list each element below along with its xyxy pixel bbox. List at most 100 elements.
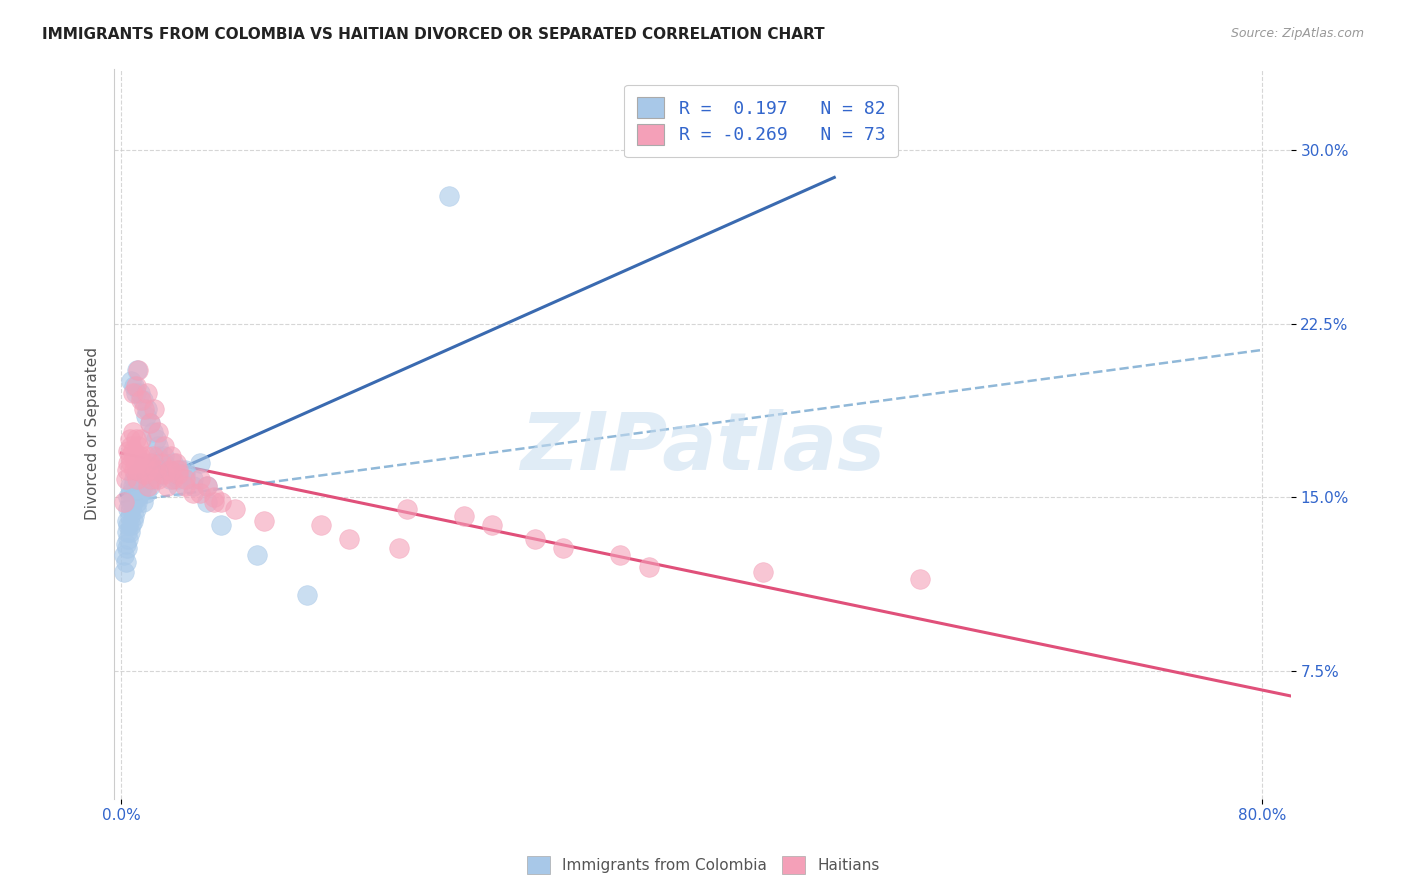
Point: [153, 456, 176, 470]
Point: [246, 549, 269, 563]
Point: [174, 467, 197, 482]
Point: [139, 416, 162, 430]
Point: [181, 479, 204, 493]
Point: [128, 386, 150, 401]
Point: [124, 386, 146, 401]
Point: [112, 549, 135, 563]
Point: [209, 495, 232, 509]
Point: [120, 502, 142, 516]
Point: [112, 495, 135, 509]
Point: [388, 541, 411, 556]
Point: [129, 479, 152, 493]
Point: [156, 479, 179, 493]
Point: [146, 462, 169, 476]
Point: [134, 467, 156, 482]
Point: [117, 532, 139, 546]
Point: [125, 449, 148, 463]
Point: [125, 472, 148, 486]
Point: [131, 392, 153, 407]
Point: [124, 433, 146, 447]
Point: [202, 491, 225, 505]
Point: [136, 386, 159, 401]
Point: [160, 462, 183, 476]
Point: [202, 495, 225, 509]
Point: [117, 444, 139, 458]
Point: [162, 472, 184, 486]
Point: [131, 479, 153, 493]
Point: [128, 467, 150, 482]
Point: [395, 502, 418, 516]
Point: [159, 462, 181, 476]
Point: [134, 472, 156, 486]
Point: [295, 588, 318, 602]
Point: [170, 462, 193, 476]
Point: [167, 462, 190, 476]
Legend: Immigrants from Colombia, Haitians: Immigrants from Colombia, Haitians: [520, 850, 886, 880]
Point: [125, 363, 148, 377]
Point: [159, 472, 181, 486]
Point: [120, 456, 142, 470]
Point: [139, 416, 162, 430]
Point: [553, 541, 575, 556]
Point: [118, 433, 141, 447]
Point: [153, 439, 176, 453]
Point: [142, 425, 165, 440]
Point: [114, 555, 136, 569]
Point: [439, 189, 461, 203]
Point: [209, 518, 232, 533]
Point: [124, 467, 146, 482]
Point: [135, 485, 157, 500]
Point: [253, 514, 276, 528]
Point: [117, 518, 139, 533]
Point: [142, 456, 165, 470]
Point: [121, 514, 143, 528]
Point: [127, 491, 149, 505]
Point: [162, 456, 184, 470]
Point: [142, 449, 165, 463]
Point: [150, 467, 173, 482]
Point: [148, 472, 170, 486]
Point: [523, 532, 546, 546]
Point: [124, 379, 146, 393]
Legend: R =  0.197   N = 82, R = -0.269   N = 73: R = 0.197 N = 82, R = -0.269 N = 73: [624, 85, 898, 157]
Point: [114, 472, 136, 486]
Point: [115, 541, 138, 556]
Point: [115, 462, 138, 476]
Point: [167, 467, 190, 482]
Point: [148, 425, 170, 440]
Point: [339, 532, 361, 546]
Y-axis label: Divorced or Separated: Divorced or Separated: [86, 347, 100, 520]
Point: [118, 449, 141, 463]
Point: [138, 479, 160, 493]
Point: [122, 449, 145, 463]
Point: [145, 462, 167, 476]
Point: [127, 472, 149, 486]
Point: [135, 409, 157, 424]
Point: [125, 495, 148, 509]
Point: [117, 491, 139, 505]
Point: [136, 472, 159, 486]
Point: [121, 386, 143, 401]
Point: [165, 456, 187, 470]
Point: [153, 449, 176, 463]
Point: [134, 456, 156, 470]
Point: [136, 402, 159, 417]
Point: [145, 433, 167, 447]
Point: [120, 375, 142, 389]
Point: [124, 456, 146, 470]
Point: [124, 502, 146, 516]
Point: [122, 379, 145, 393]
Point: [131, 456, 153, 470]
Point: [638, 560, 661, 574]
Point: [195, 495, 218, 509]
Point: [129, 392, 152, 407]
Point: [121, 444, 143, 458]
Point: [122, 491, 145, 505]
Point: [609, 549, 631, 563]
Point: [167, 472, 190, 486]
Point: [195, 479, 218, 493]
Point: [120, 439, 142, 453]
Point: [752, 565, 775, 579]
Point: [128, 449, 150, 463]
Point: [127, 439, 149, 453]
